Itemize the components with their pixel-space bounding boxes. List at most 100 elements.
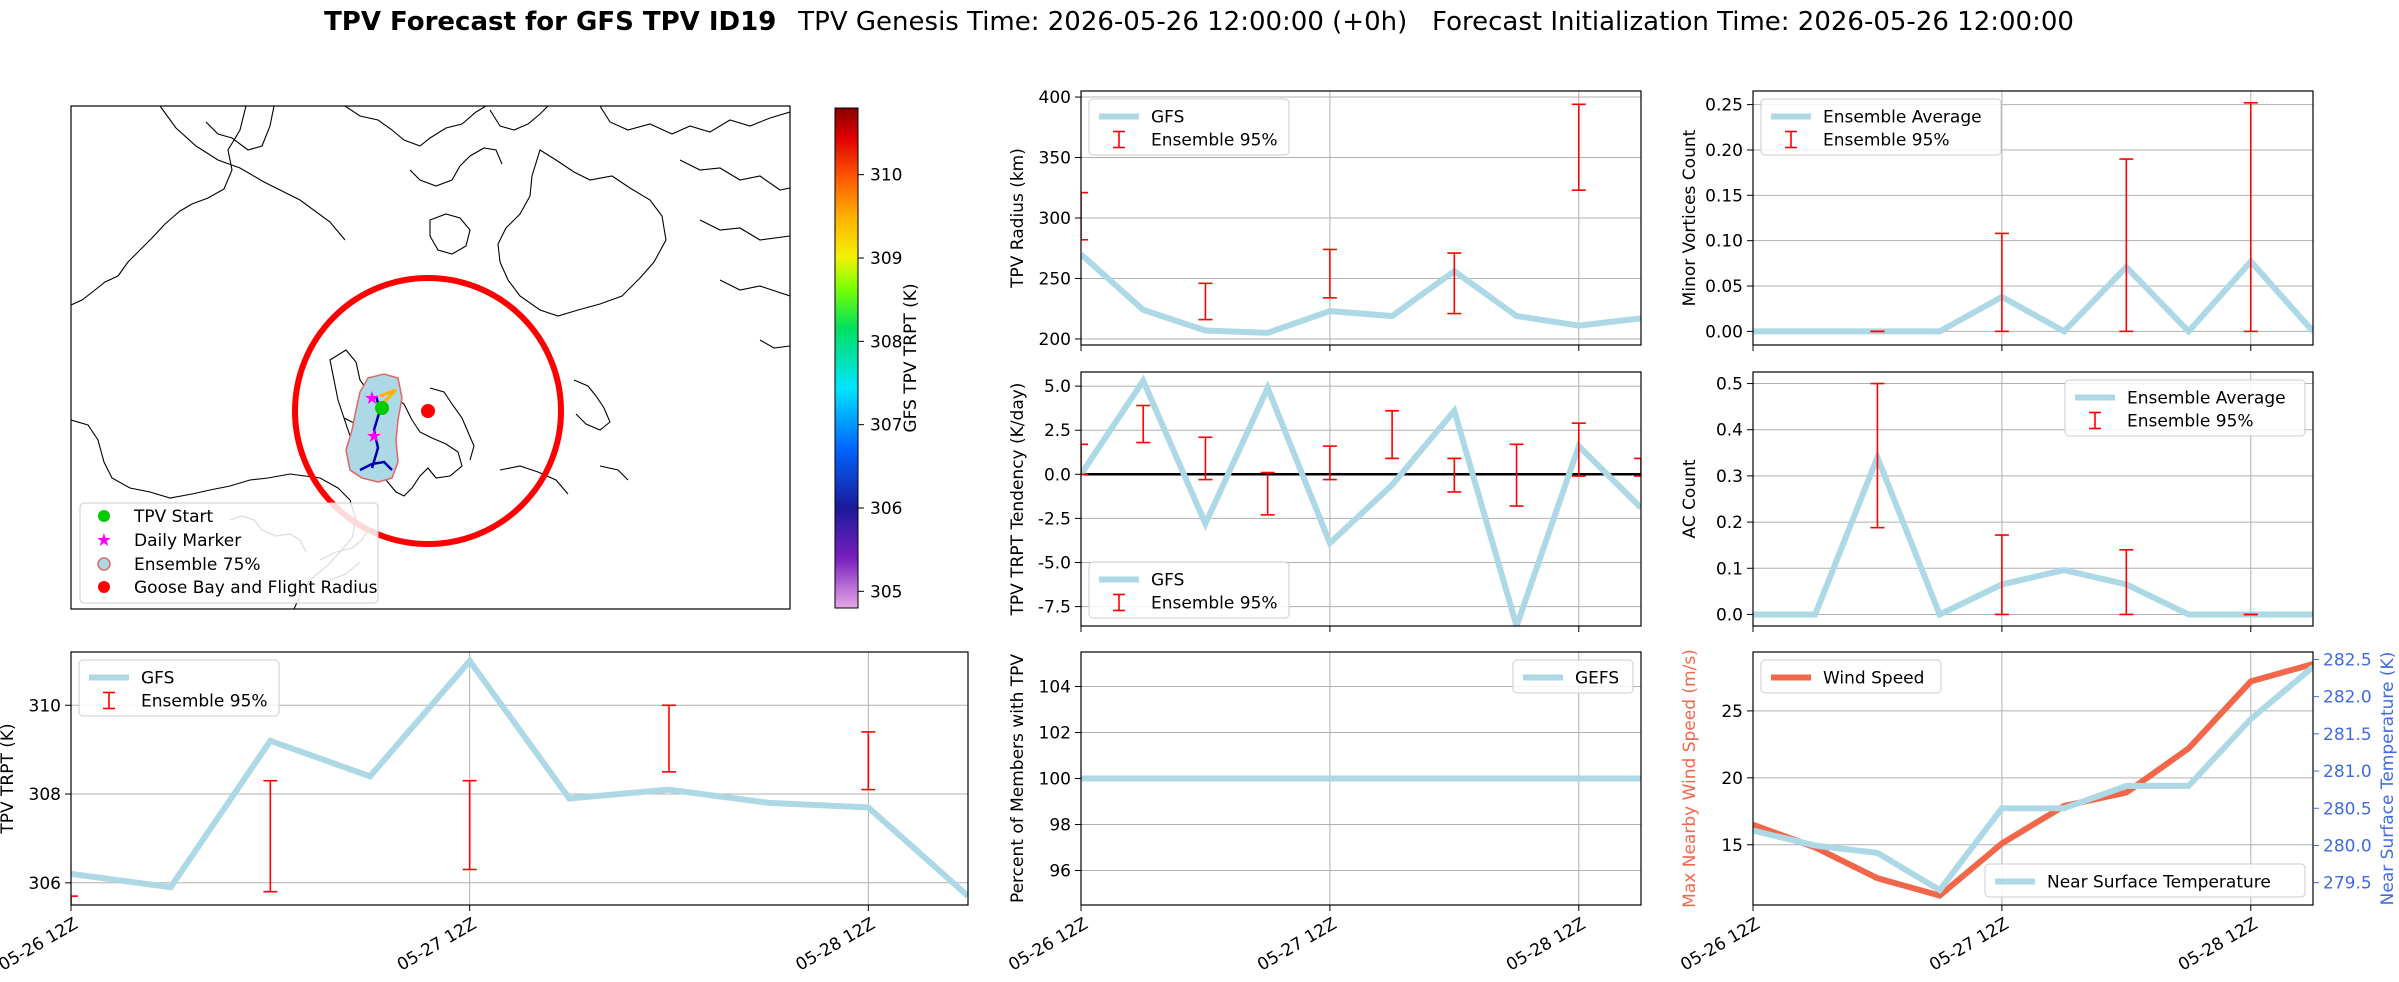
legend-box	[2064, 379, 2306, 437]
legend-box	[1760, 659, 1942, 694]
y-axis-label: TPV TRPT (K)	[0, 723, 18, 834]
map-panel: ★ ★ TPV Start ★ Daily Marker Ensemble 75…	[70, 105, 921, 610]
y-tick-label: 0.05	[1705, 277, 1743, 297]
chart-legend: Ensemble Average Ensemble 95%	[1760, 98, 2002, 156]
series-group	[1753, 661, 2313, 899]
daily-marker-1: ★	[364, 388, 380, 409]
legend-label: Ensemble Average	[2127, 389, 2286, 409]
y-axis-label: TPV Radius (km)	[1008, 148, 1028, 289]
legend-ensemble-icon	[97, 557, 111, 571]
y-tick-label: 0.5	[1716, 375, 1743, 395]
figure-title: TPV Forecast for GFS TPV ID19 TPV Genesis…	[324, 7, 2074, 37]
chart-frame	[70, 651, 969, 906]
y-tick-label: 15	[1721, 836, 1743, 856]
series-line-gfs	[1081, 252, 1641, 336]
title-bold: TPV Forecast for GFS TPV ID19	[324, 7, 776, 37]
y2-tick-label: 281.0	[2323, 762, 2372, 782]
y-tick-label: 350	[1039, 149, 1071, 169]
chart-legend: GEFS	[1512, 659, 1634, 694]
legend-tpv-start-icon	[98, 510, 110, 522]
legend-goose-bay-icon	[98, 581, 110, 593]
y-tick-label: 2.5	[1044, 421, 1071, 441]
y-tick-label: 0.20	[1705, 141, 1743, 161]
legend-label: GFS	[1151, 108, 1184, 128]
y2-tick-label: 279.5	[2323, 874, 2372, 894]
chart-frame	[1752, 371, 2314, 627]
y-tick-label: 0.3	[1716, 467, 1743, 487]
chart-percent: 05-26 12Z 05-27 12Z 05-28 12Z 96 98 100 102 104…	[1005, 651, 1642, 975]
y-tick-label: 25	[1721, 702, 1743, 722]
y-tick-label: 96	[1049, 862, 1071, 882]
y-tick-label: 98	[1049, 816, 1071, 836]
legend-label: Daily Marker	[134, 531, 241, 551]
flight-radius-circle	[292, 275, 564, 547]
y-tick-label: 100	[1039, 770, 1071, 790]
y-tick-label: -7.5	[1038, 598, 1071, 618]
y2-tick-label: 280.0	[2323, 836, 2372, 856]
chart-frame	[1752, 651, 2314, 906]
legend-label: Ensemble 95%	[1151, 131, 1278, 151]
y-tick-label: 5.0	[1044, 377, 1071, 397]
series-line-ensemble-average	[1753, 256, 2313, 336]
series-line-wind-speed	[1753, 661, 2313, 899]
series-line-gfs	[71, 656, 968, 899]
colorbar-tick-label: 307	[870, 416, 902, 436]
y-tick-label: 0.25	[1705, 96, 1743, 116]
daily-marker-2: ★	[366, 426, 382, 447]
series-group	[1081, 103, 1641, 336]
y-tick-label: 310	[29, 696, 61, 716]
chart-wind: 05-26 12Z 05-27 12Z 05-28 12Z 15 20 25 Max Nea…	[1677, 649, 2398, 975]
legend-label: Wind Speed	[1823, 669, 1924, 689]
y2-axis-label: Near Surface Temperature (K)	[2378, 652, 2398, 906]
legend-label: Ensemble 95%	[141, 692, 268, 712]
x-tick-label: 05-26 12Z	[0, 914, 82, 975]
y-tick-label: 0.0	[1044, 465, 1071, 485]
y2-tick-label: 281.5	[2323, 725, 2372, 745]
chart-legend: GFS Ensemble 95%	[1088, 561, 1290, 619]
legend-label: GEFS	[1575, 669, 1619, 689]
legend-label: Ensemble 95%	[2127, 412, 2254, 432]
y-tick-label: 0.10	[1705, 232, 1743, 252]
x-tick-label: 05-27 12Z	[1254, 914, 1340, 975]
y-axis-label: TPV TRPT Tendency (K/day)	[1008, 383, 1028, 617]
colorbar-ticks: 305 306 307 308 309 310	[858, 166, 902, 602]
y2-tick-label: 282.5	[2323, 650, 2372, 670]
y-tick-label: 308	[29, 785, 61, 805]
map-overlays: ★ ★	[292, 275, 564, 547]
colorbar-tick-label: 310	[870, 166, 902, 186]
legend-label: Ensemble Average	[1823, 108, 1982, 128]
map-legend-box	[79, 502, 379, 604]
chart-radius: 200 250 300 350 400 TPV Radius (km) GFS Ensembl…	[1008, 88, 1642, 351]
legend-label: Near Surface Temperature	[2047, 873, 2271, 893]
x-tick-label: 05-27 12Z	[394, 914, 480, 975]
x-tick-label: 05-28 12Z	[793, 914, 879, 975]
legend-label: GFS	[141, 669, 174, 689]
colorbar-tick-label: 306	[870, 499, 902, 519]
legend-box	[1512, 659, 1634, 694]
y-axis-label: AC Count	[1680, 459, 1700, 538]
series-group	[1753, 382, 2313, 619]
goose-bay-marker	[421, 404, 435, 418]
legend-box	[78, 659, 280, 717]
chart-legend: Wind Speed	[1760, 659, 1942, 694]
series-group	[1081, 374, 1641, 626]
y-tick-label: 200	[1039, 330, 1071, 350]
legend-label: TPV Start	[133, 507, 214, 527]
tpv-track-branch	[359, 460, 393, 472]
y-tick-label: 20	[1721, 769, 1743, 789]
chart-legend: GFS Ensemble 95%	[78, 659, 280, 717]
legend-label: GFS	[1151, 571, 1184, 591]
colorbar	[834, 107, 859, 609]
y-tick-label: 102	[1039, 724, 1071, 744]
chart-tendency: -7.5 -5.0 -2.5 0.0 2.5 5.0 TPV TRPT Tendency (…	[1008, 371, 1642, 632]
y2-tick-label: 280.5	[2323, 799, 2372, 819]
x-tick-label: 05-27 12Z	[1926, 914, 2012, 975]
colorbar-tick-label: 309	[870, 249, 902, 269]
colorbar-tick-label: 305	[870, 582, 902, 602]
legend-box	[1088, 561, 1290, 619]
y-tick-label: 400	[1039, 88, 1071, 108]
y-tick-label: 0.15	[1705, 186, 1743, 206]
colorbar-tick-label: 308	[870, 332, 902, 352]
legend-label: Ensemble 95%	[1823, 131, 1950, 151]
